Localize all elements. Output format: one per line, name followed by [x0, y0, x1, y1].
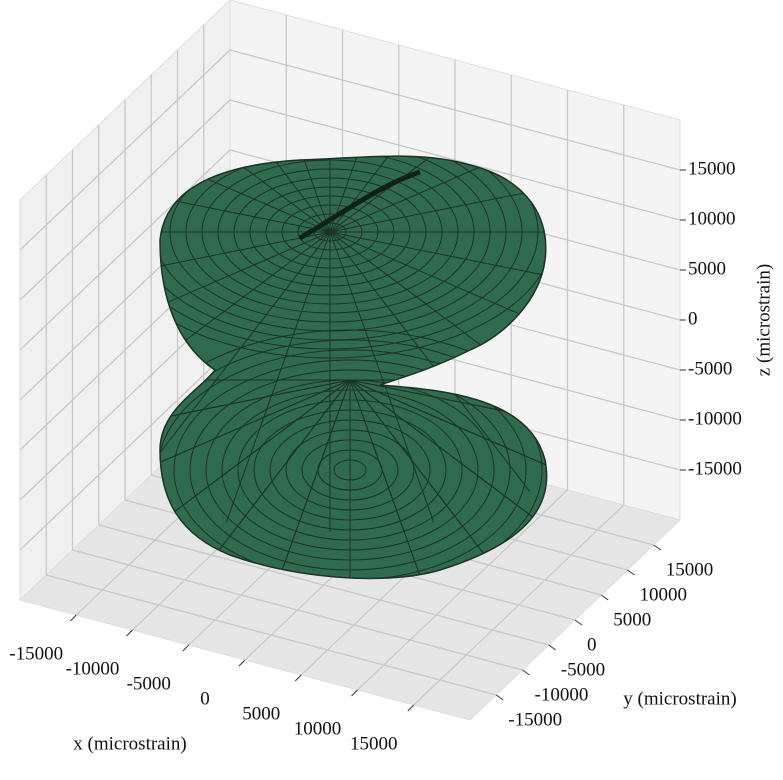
mesh-line: [160, 156, 331, 233]
tick-mark: [600, 594, 609, 601]
grid-line: [46, 574, 497, 696]
z-tick-label: 5000: [688, 258, 726, 279]
tick-mark: [351, 689, 358, 697]
surface-body: [159, 155, 548, 580]
mesh-line: [246, 379, 351, 579]
mesh-line: [160, 231, 331, 445]
x-tick-label: -15000: [9, 643, 63, 664]
surface-mesh: [160, 156, 547, 579]
mesh-line: [329, 156, 434, 233]
mesh-line: [160, 349, 543, 579]
mesh-line: [160, 379, 351, 531]
grid-line: [19, 349, 231, 551]
z-axis-label: z (microstrain): [753, 264, 774, 376]
z-tick-label: -5000: [688, 358, 732, 379]
mesh-line: [160, 231, 331, 383]
grid-line: [98, 524, 549, 646]
tick-mark: [627, 569, 635, 576]
grid-line: [229, 99, 681, 221]
mesh-line: [160, 379, 351, 579]
mesh-line: [329, 231, 547, 445]
mesh-line: [160, 156, 331, 233]
grid-line: [19, 49, 231, 251]
y-tick-label: 5000: [613, 609, 651, 630]
x-tick-label: -5000: [127, 673, 171, 694]
mesh-line: [226, 156, 331, 233]
mesh-line: [329, 231, 434, 522]
mesh-line: [329, 231, 547, 311]
x-tick-label: 10000: [294, 718, 342, 739]
y-tick-label: -10000: [535, 684, 589, 705]
z-tick-label: 15000: [688, 158, 736, 179]
grid-line: [19, 99, 231, 301]
tick-mark: [574, 619, 583, 626]
x-tick-label: -10000: [66, 658, 120, 679]
labels: -15000-10000-5000050001000015000-15000-1…: [9, 158, 741, 754]
y-tick-label: 15000: [666, 559, 714, 580]
mesh-line: [160, 329, 547, 579]
mesh-line: [329, 156, 531, 233]
y-tick-label: -15000: [508, 709, 562, 730]
mesh-line: [160, 156, 331, 233]
z-tick-label: -10000: [688, 408, 742, 429]
tick-mark: [495, 694, 504, 701]
mesh-line: [349, 379, 547, 579]
mesh-line: [349, 379, 547, 579]
y-tick-label: -5000: [561, 659, 605, 680]
tick-mark: [238, 659, 246, 667]
tick-mark: [522, 669, 530, 676]
mesh-line: [160, 231, 331, 311]
surface-fold: [298, 169, 421, 241]
z-tick-label: -15000: [688, 458, 742, 479]
mesh-line: [349, 379, 547, 531]
tick-mark: [407, 704, 415, 712]
x-tick-label: 5000: [242, 703, 280, 724]
y-tick-label: 10000: [640, 584, 688, 605]
tick-mark: [294, 674, 302, 682]
mesh-line: [226, 231, 331, 522]
y-tick-label: 0: [587, 634, 597, 655]
mesh-line: [329, 231, 547, 383]
mesh-line: [160, 379, 351, 579]
mesh-line: [349, 379, 454, 579]
tick-mark: [126, 629, 133, 637]
tick-mark: [69, 614, 77, 622]
grid-line: [229, 49, 681, 171]
z-tick-label: 0: [688, 308, 698, 329]
mesh-line: [173, 359, 527, 579]
mesh-line: [160, 156, 331, 233]
mesh-line: [160, 231, 331, 493]
x-tick-label: 0: [200, 688, 210, 709]
mesh-line: [160, 339, 547, 579]
mesh-line: [329, 156, 547, 233]
mesh-line: [329, 231, 531, 493]
tick-mark: [182, 644, 190, 652]
mesh-line: [329, 156, 547, 233]
tick-mark: [653, 544, 662, 551]
grid-line: [72, 549, 523, 671]
tick-mark: [548, 644, 557, 651]
grid-line: [19, 149, 231, 351]
y-axis-label: y (microstrain): [623, 688, 736, 709]
x-tick-label: 15000: [350, 733, 398, 754]
mesh-line: [160, 379, 351, 459]
z-tick-label: 10000: [688, 208, 736, 229]
surface: [159, 155, 548, 580]
x-axis-label: x (microstrain): [73, 733, 186, 754]
